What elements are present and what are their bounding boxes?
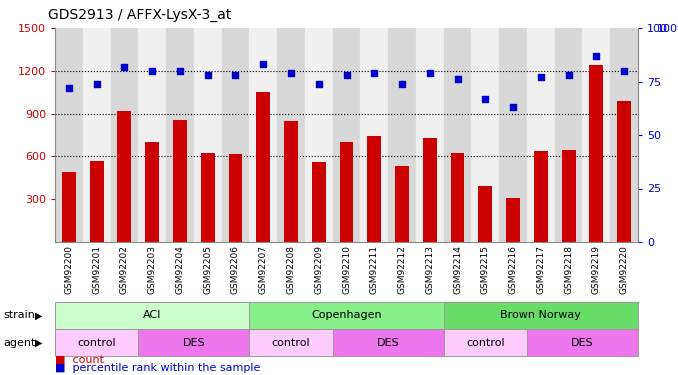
Text: ACI: ACI bbox=[143, 310, 161, 321]
Point bbox=[536, 74, 546, 80]
Text: ▶: ▶ bbox=[35, 310, 43, 321]
Point bbox=[146, 68, 157, 74]
Bar bbox=[201, 153, 215, 242]
Point bbox=[258, 62, 268, 68]
Bar bbox=[166, 28, 194, 242]
Point bbox=[369, 70, 380, 76]
Text: Brown Norway: Brown Norway bbox=[500, 310, 581, 321]
Point bbox=[230, 72, 241, 78]
Text: agent: agent bbox=[3, 338, 36, 348]
Point bbox=[174, 68, 185, 74]
Bar bbox=[610, 28, 638, 242]
Bar bbox=[194, 28, 222, 242]
Bar bbox=[173, 120, 187, 242]
Point bbox=[452, 76, 463, 82]
Text: DES: DES bbox=[377, 338, 399, 348]
Bar bbox=[312, 162, 325, 242]
Bar bbox=[582, 28, 610, 242]
Bar bbox=[527, 28, 555, 242]
Bar bbox=[395, 166, 409, 242]
Bar bbox=[479, 186, 492, 242]
Bar bbox=[443, 28, 471, 242]
Bar bbox=[534, 151, 548, 242]
Point bbox=[313, 81, 324, 87]
Text: Copenhagen: Copenhagen bbox=[311, 310, 382, 321]
Bar bbox=[333, 28, 361, 242]
Point bbox=[119, 63, 129, 69]
Text: ■  percentile rank within the sample: ■ percentile rank within the sample bbox=[55, 363, 260, 373]
Text: DES: DES bbox=[571, 338, 594, 348]
Bar bbox=[443, 329, 527, 356]
Point bbox=[341, 72, 352, 78]
Point bbox=[92, 81, 102, 87]
Bar bbox=[62, 172, 76, 242]
Bar bbox=[617, 101, 631, 242]
Bar bbox=[89, 161, 104, 242]
Bar bbox=[527, 329, 638, 356]
Bar bbox=[83, 28, 111, 242]
Point bbox=[591, 53, 602, 59]
Point bbox=[397, 81, 407, 87]
Point bbox=[480, 96, 491, 102]
Text: control: control bbox=[466, 338, 504, 348]
Bar bbox=[250, 28, 277, 242]
Bar bbox=[340, 142, 353, 242]
Bar bbox=[451, 153, 464, 242]
Bar bbox=[138, 329, 250, 356]
Bar bbox=[250, 302, 443, 329]
Bar bbox=[222, 28, 250, 242]
Bar bbox=[250, 329, 333, 356]
Bar bbox=[228, 153, 243, 242]
Bar bbox=[138, 28, 166, 242]
Text: GDS2913 / AFFX-LysX-3_at: GDS2913 / AFFX-LysX-3_at bbox=[48, 8, 232, 22]
Point bbox=[285, 70, 296, 76]
Bar bbox=[333, 329, 443, 356]
Bar bbox=[55, 28, 83, 242]
Bar bbox=[305, 28, 333, 242]
Bar bbox=[277, 28, 305, 242]
Bar bbox=[416, 28, 443, 242]
Point bbox=[619, 68, 630, 74]
Point bbox=[563, 72, 574, 78]
Bar bbox=[145, 142, 159, 242]
Bar bbox=[367, 136, 381, 242]
Bar bbox=[111, 28, 138, 242]
Bar bbox=[423, 138, 437, 242]
Bar bbox=[256, 92, 270, 242]
Text: control: control bbox=[77, 338, 116, 348]
Bar bbox=[55, 302, 250, 329]
Text: ▶: ▶ bbox=[35, 338, 43, 348]
Text: DES: DES bbox=[182, 338, 205, 348]
Point bbox=[202, 72, 213, 78]
Point bbox=[424, 70, 435, 76]
Bar bbox=[443, 302, 638, 329]
Bar bbox=[388, 28, 416, 242]
Point bbox=[64, 85, 75, 91]
Text: ■  count: ■ count bbox=[55, 355, 104, 365]
Y-axis label: 100%: 100% bbox=[657, 24, 678, 34]
Bar bbox=[506, 198, 520, 242]
Bar bbox=[471, 28, 499, 242]
Bar bbox=[499, 28, 527, 242]
Bar bbox=[55, 329, 138, 356]
Bar bbox=[284, 122, 298, 242]
Bar bbox=[589, 65, 603, 242]
Bar bbox=[361, 28, 388, 242]
Bar bbox=[117, 111, 132, 242]
Point bbox=[508, 104, 519, 110]
Bar bbox=[561, 150, 576, 242]
Text: strain: strain bbox=[3, 310, 35, 321]
Bar bbox=[555, 28, 582, 242]
Text: control: control bbox=[272, 338, 311, 348]
